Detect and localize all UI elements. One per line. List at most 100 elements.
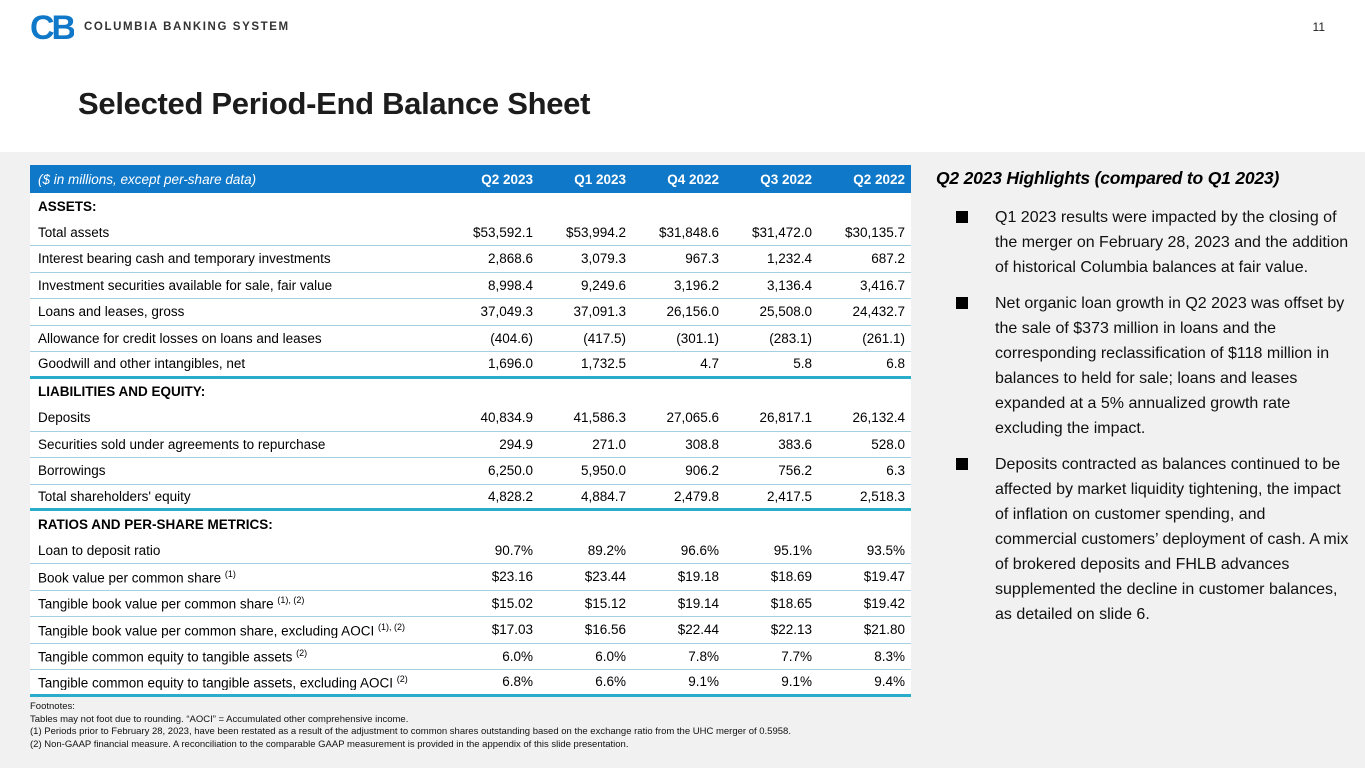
- cell-value: (301.1): [676, 330, 719, 346]
- table-row: Total shareholders' equity 4,828.2 4,884.7…: [30, 485, 911, 511]
- cell-value: 8.3%: [874, 648, 905, 664]
- highlight-bullet-text: Q1 2023 results were impacted by the clo…: [995, 209, 1349, 276]
- cell-value: $19.14: [677, 595, 719, 611]
- table-row: Allowance for credit losses on loans and…: [30, 326, 911, 352]
- row-label: Tangible book value per common share, ex…: [38, 621, 405, 639]
- column-header: Q1 2023: [574, 171, 626, 187]
- row-label: Loans and leases, gross: [38, 304, 185, 320]
- cell-value: 6.3: [886, 463, 905, 479]
- cell-value: 3,196.2: [673, 277, 719, 293]
- table-row: Tangible book value per common share, ex…: [30, 617, 911, 644]
- row-label: Tangible common equity to tangible asset…: [38, 673, 408, 691]
- cell-value: 6.8%: [502, 674, 533, 690]
- cell-value: 90.7%: [494, 542, 533, 558]
- cell-value: 1,232.4: [766, 251, 812, 267]
- cell-value: $53,994.2: [565, 224, 626, 240]
- cell-value: 96.6%: [680, 542, 719, 558]
- table-row: Interest bearing cash and temporary inve…: [30, 246, 911, 273]
- table-row: Securities sold under agreements to repu…: [30, 432, 911, 458]
- cell-value: 26,817.1: [759, 410, 812, 426]
- footnote-reference: (1), (2): [277, 595, 305, 605]
- cell-value: (404.6): [490, 330, 533, 346]
- cell-value: 271.0: [592, 436, 626, 452]
- cell-value: 2,479.8: [673, 488, 719, 504]
- table-row: Loan to deposit ratio 90.7% 89.2% 96.6% 95.1…: [30, 538, 911, 564]
- cell-value: 89.2%: [587, 542, 626, 558]
- row-label: Total shareholders' equity: [38, 488, 191, 504]
- cell-value: $19.47: [863, 569, 905, 585]
- highlights-bullets: Q1 2023 results were impacted by the clo…: [936, 205, 1358, 627]
- section-header-row: ASSETS:: [30, 193, 911, 220]
- cell-value: 6.8: [886, 356, 905, 372]
- highlight-bullet: Net organic loan growth in Q2 2023 was o…: [936, 291, 1358, 441]
- highlight-bullet: Q1 2023 results were impacted by the clo…: [936, 205, 1358, 280]
- company-logo: CB COLUMBIA BANKING SYSTEM: [30, 10, 290, 44]
- cell-value: $31,848.6: [658, 224, 719, 240]
- table-row: Investment securities available for sale…: [30, 273, 911, 299]
- cell-value: 1,696.0: [487, 356, 533, 372]
- square-bullet-icon: [956, 458, 968, 470]
- row-label: Borrowings: [38, 463, 106, 479]
- table-row: Book value per common share (1) $23.16 $23…: [30, 564, 911, 591]
- cell-value: 4,884.7: [580, 488, 626, 504]
- footnote-reference: (1): [224, 568, 236, 579]
- cell-value: (283.1): [769, 330, 812, 346]
- table-header-row: ($ in millions, except per-share data) Q…: [30, 165, 911, 193]
- highlights-title: Q2 2023 Highlights (compared to Q1 2023): [936, 168, 1280, 188]
- footnote-reference: (1), (2): [377, 621, 405, 632]
- cell-value: 3,079.3: [580, 251, 626, 267]
- cell-value: 95.1%: [773, 542, 812, 558]
- cell-value: (261.1): [862, 330, 905, 346]
- cell-value: $22.44: [677, 622, 719, 638]
- table-row: Tangible book value per common share (1)…: [30, 591, 911, 617]
- cell-value: $19.42: [863, 595, 905, 611]
- cb-logo-icon: CB: [30, 10, 74, 44]
- cell-value: $17.03: [491, 622, 533, 638]
- row-label: Deposits: [38, 410, 91, 426]
- cell-value: 37,091.3: [573, 304, 626, 320]
- cell-value: 294.9: [499, 436, 533, 452]
- cell-value: (417.5): [583, 330, 626, 346]
- cell-value: $30,135.7: [844, 224, 905, 240]
- row-label: Tangible common equity to tangible asset…: [38, 648, 308, 665]
- cell-value: 6.6%: [595, 674, 626, 690]
- cell-value: 967.3: [685, 251, 719, 267]
- cell-value: 24,432.7: [852, 304, 905, 320]
- cell-value: 906.2: [685, 463, 719, 479]
- row-label: Interest bearing cash and temporary inve…: [38, 251, 331, 267]
- highlight-bullet: Deposits contracted as balances continue…: [936, 452, 1358, 627]
- cell-value: 687.2: [871, 251, 905, 267]
- column-header: Q2 2023: [481, 171, 533, 187]
- cell-value: 3,136.4: [766, 277, 812, 293]
- cell-value: 756.2: [778, 463, 812, 479]
- row-label: Allowance for credit losses on loans and…: [38, 330, 322, 346]
- table-row: Tangible common equity to tangible asset…: [30, 644, 911, 670]
- cell-value: 9.4%: [874, 674, 905, 690]
- cell-value: 2,518.3: [859, 488, 905, 504]
- cell-value: 2,417.5: [766, 488, 812, 504]
- section-header-label: ASSETS:: [38, 198, 97, 214]
- row-label: Investment securities available for sale…: [38, 277, 333, 293]
- footnote-reference: (2): [396, 673, 408, 684]
- footnote-reference: (2): [296, 648, 308, 658]
- balance-sheet-table: ($ in millions, except per-share data) Q…: [30, 165, 911, 697]
- cell-value: 6,250.0: [487, 463, 533, 479]
- cell-value: $23.16: [491, 569, 533, 585]
- cell-value: 5.8: [793, 356, 812, 372]
- row-label: Loan to deposit ratio: [38, 542, 161, 558]
- section-header-label: LIABILITIES AND EQUITY:: [38, 384, 206, 400]
- square-bullet-icon: [956, 211, 968, 223]
- page-number: 11: [1312, 20, 1325, 34]
- section-header-label: RATIOS AND PER-SHARE METRICS:: [38, 516, 273, 532]
- section-header-row: LIABILITIES AND EQUITY:: [30, 379, 911, 406]
- cell-value: $21.80: [863, 622, 905, 638]
- cell-value: 528.0: [871, 436, 905, 452]
- row-label: Book value per common share (1): [38, 568, 236, 586]
- cell-value: 8,998.4: [487, 277, 533, 293]
- cell-value: 40,834.9: [480, 410, 533, 426]
- cell-value: $16.56: [584, 622, 626, 638]
- table-row: Loans and leases, gross 37,049.3 37,091.3 2…: [30, 299, 911, 326]
- cell-value: $22.13: [770, 622, 812, 638]
- table-row: Deposits 40,834.9 41,586.3 27,065.6 26,817.1…: [30, 405, 911, 432]
- column-header: Q2 2022: [853, 171, 905, 187]
